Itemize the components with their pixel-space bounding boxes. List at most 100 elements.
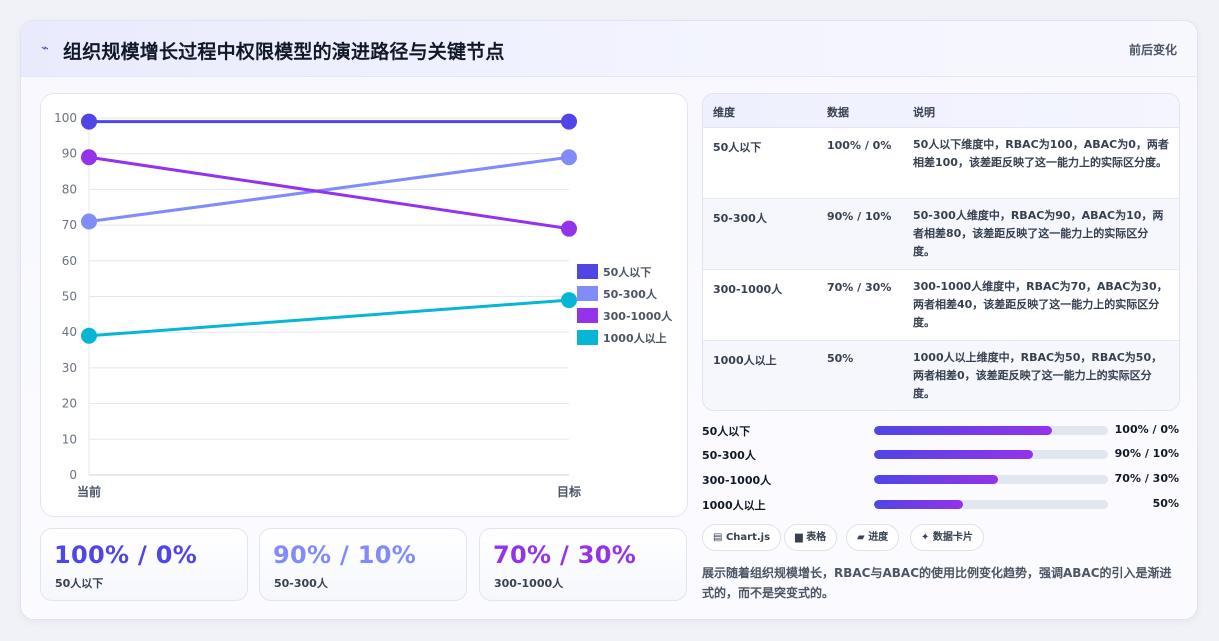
table-cell-data: 70% / 30% xyxy=(827,281,892,294)
legend-label: 50-300人 xyxy=(603,287,658,301)
y-tick-label: 60 xyxy=(62,254,77,268)
progress-track xyxy=(874,450,1108,459)
kpi-label: 50人以下 xyxy=(55,577,104,590)
data-point xyxy=(81,327,97,344)
tag-chartjs[interactable]: ▤ Chart.js xyxy=(702,524,782,551)
kpi-label: 50-300人 xyxy=(274,577,328,590)
y-tick-label: 100 xyxy=(54,111,77,125)
legend-label: 1000人以上 xyxy=(603,331,667,345)
y-tick-label: 80 xyxy=(62,182,77,196)
data-point xyxy=(561,149,577,166)
legend-label: 50人以下 xyxy=(603,265,651,279)
sparkle-icon: ✦ xyxy=(921,532,930,543)
kpi-value: 90% / 10% xyxy=(273,541,417,569)
data-point xyxy=(561,220,577,237)
line-chart-panel: 0 10 20 30 40 50 60 70 80 90 100 当前 目标 50人以下 50-300人 30… xyxy=(40,93,688,517)
progress-fill xyxy=(874,450,1034,459)
table-row: 50-300人 90% / 10% 50-300人维度中，RBAC为90，ABA… xyxy=(703,199,1179,270)
table-cell-dim: 1000人以上 xyxy=(713,354,777,367)
tag-label: 表格 xyxy=(806,532,827,543)
kpi-card-2: 70% / 30% 300-1000人 xyxy=(479,528,687,601)
line-chart: 0 10 20 30 40 50 60 70 80 90 100 当前 目标 50人以下 50-300人 30… xyxy=(54,111,673,499)
table-header-desc: 说明 xyxy=(913,106,935,119)
kpi-label: 300-1000人 xyxy=(494,577,564,590)
progress-value: 90% / 10% xyxy=(1114,447,1179,460)
progress-row: 50人以下 100% / 0% xyxy=(702,421,1180,441)
table-cell-dim: 50-300人 xyxy=(713,212,767,225)
y-tick-label: 70 xyxy=(62,218,77,232)
y-tick-label: 20 xyxy=(62,397,77,411)
progress-row: 300-1000人 70% / 30% xyxy=(702,470,1180,490)
sparkle-icon: ⌁ xyxy=(41,41,49,56)
table-cell-desc: 300-1000人维度中，RBAC为70，ABAC为30，两者相差40，该差距反… xyxy=(913,280,1168,329)
series-line xyxy=(88,298,570,338)
chart-icon: ▤ xyxy=(713,532,723,543)
table-header: 维度 数据 说明 xyxy=(703,94,1179,128)
page-title: 组织规模增长过程中权限模型的演进路径与关键节点 xyxy=(63,41,505,63)
table-row: 50人以下 100% / 0% 50人以下维度中，RBAC为100，ABAC为0… xyxy=(703,128,1179,199)
tag-progress[interactable]: ▰ 进度 xyxy=(846,524,900,551)
table-cell-desc: 50-300人维度中，RBAC为90，ABAC为10，两者相差80，该差距反映了… xyxy=(913,209,1164,258)
x-tick-label: 当前 xyxy=(77,484,101,499)
progress-fill xyxy=(874,426,1052,435)
data-point xyxy=(561,113,577,130)
progress-label: 300-1000人 xyxy=(702,474,772,487)
progress-fill xyxy=(874,500,963,509)
progress-track xyxy=(874,500,1108,509)
y-tick-label: 10 xyxy=(62,432,77,446)
legend-swatch xyxy=(577,330,598,345)
progress-fill xyxy=(874,475,999,484)
legend-swatch xyxy=(577,286,598,301)
table-row: 1000人以上 50% 1000人以上维度中，RBAC为50，RBAC为50，两… xyxy=(703,341,1179,410)
header-right-label: 前后变化 xyxy=(1128,43,1177,57)
progress-value: 70% / 30% xyxy=(1114,472,1179,485)
main-card: ⌁ 组织规模增长过程中权限模型的演进路径与关键节点 前后变化 0 10 20 30 40… xyxy=(20,20,1198,620)
table-cell-desc: 50人以下维度中，RBAC为100，ABAC为0，两者相差100，该差距反映了这… xyxy=(913,138,1169,169)
table-cell-dim: 300-1000人 xyxy=(713,283,783,296)
footnote: 展示随着组织规模增长，RBAC与ABAC的使用比例变化趋势，强调ABAC的引入是… xyxy=(702,566,1172,600)
tag-label: Chart.js xyxy=(725,532,771,543)
progress-label: 50人以下 xyxy=(702,425,751,438)
y-tick-label: 90 xyxy=(62,147,77,161)
progress-icon: ▰ xyxy=(857,532,865,543)
y-tick-label: 0 xyxy=(69,468,77,482)
kpi-value: 70% / 30% xyxy=(493,541,637,569)
tag-label: 进度 xyxy=(868,532,889,543)
data-point xyxy=(81,113,97,130)
table-cell-data: 50% xyxy=(827,352,854,365)
table-cell-data: 90% / 10% xyxy=(827,210,892,223)
progress-track xyxy=(874,426,1108,435)
progress-label: 1000人以上 xyxy=(702,499,766,512)
progress-label: 50-300人 xyxy=(702,449,756,462)
progress-row: 1000人以上 50% xyxy=(702,495,1180,515)
data-point xyxy=(561,292,577,309)
table-header-data: 数据 xyxy=(827,106,849,119)
legend-swatch xyxy=(577,264,598,279)
series-line xyxy=(88,155,570,231)
progress-value: 100% / 0% xyxy=(1114,423,1179,436)
data-point xyxy=(81,213,97,230)
table-cell-desc: 1000人以上维度中，RBAC为50，RBAC为50，两者相差0，该差距反映了这… xyxy=(913,351,1163,400)
legend-label: 300-1000人 xyxy=(603,309,673,323)
data-point xyxy=(81,149,97,166)
y-tick-label: 50 xyxy=(62,290,77,304)
table-cell-data: 100% / 0% xyxy=(827,139,892,152)
table-icon: ▆ xyxy=(795,532,803,543)
table-row: 300-1000人 70% / 30% 300-1000人维度中，RBAC为70… xyxy=(703,270,1179,341)
header: ⌁ 组织规模增长过程中权限模型的演进路径与关键节点 前后变化 xyxy=(21,21,1197,77)
data-table: 维度 数据 说明 50人以下 100% / 0% 50人以下维度中，RBAC为1… xyxy=(702,93,1180,411)
tag-label: 数据卡片 xyxy=(932,532,973,543)
kpi-card-0: 100% / 0% 50人以下 xyxy=(40,528,248,601)
kpi-card-1: 90% / 10% 50-300人 xyxy=(259,528,467,601)
series-line xyxy=(88,155,570,224)
progress-value: 50% xyxy=(1152,497,1179,510)
table-header-dim: 维度 xyxy=(713,106,735,119)
kpi-value: 100% / 0% xyxy=(54,541,198,569)
table-cell-dim: 50人以下 xyxy=(713,141,762,154)
progress-track xyxy=(874,475,1108,484)
tag-table[interactable]: ▆ 表格 xyxy=(784,524,838,551)
progress-row: 50-300人 90% / 10% xyxy=(702,445,1180,465)
tag-data-card[interactable]: ✦ 数据卡片 xyxy=(910,524,984,551)
legend-swatch xyxy=(577,308,598,323)
x-tick-label: 目标 xyxy=(557,484,581,499)
